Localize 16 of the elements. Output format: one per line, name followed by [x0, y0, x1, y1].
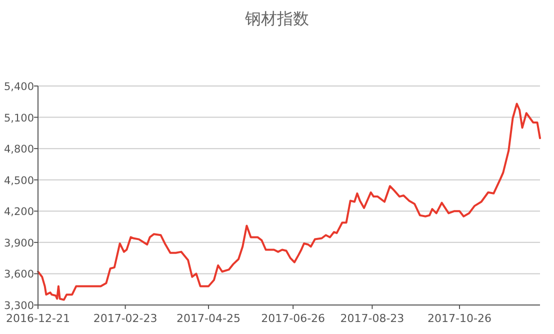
y-tick-label: 3,900 [4, 237, 34, 250]
x-tick-label: 2017-06-26 [261, 312, 326, 325]
x-tick-label: 2017-08-23 [340, 312, 404, 325]
line-series [37, 102, 541, 301]
y-tick-label: 4,500 [4, 174, 34, 187]
y-tick-label: 5,100 [4, 112, 34, 124]
y-tick-label: 3,600 [4, 268, 34, 281]
y-tick-label: 4,200 [4, 206, 34, 218]
x-tick-label: 2016-12-21 [6, 312, 70, 325]
x-tick-label: 2017-02-23 [93, 312, 158, 325]
y-tick-label: 3,300 [4, 300, 34, 312]
chart-title: 钢材指数 [244, 9, 309, 28]
x-tick-label: 2017-04-25 [176, 312, 240, 325]
y-tick-label: 4,800 [4, 144, 34, 156]
y-tick-label: 5,400 [4, 81, 34, 93]
x-tick-label: 2017-10-26 [428, 312, 492, 325]
